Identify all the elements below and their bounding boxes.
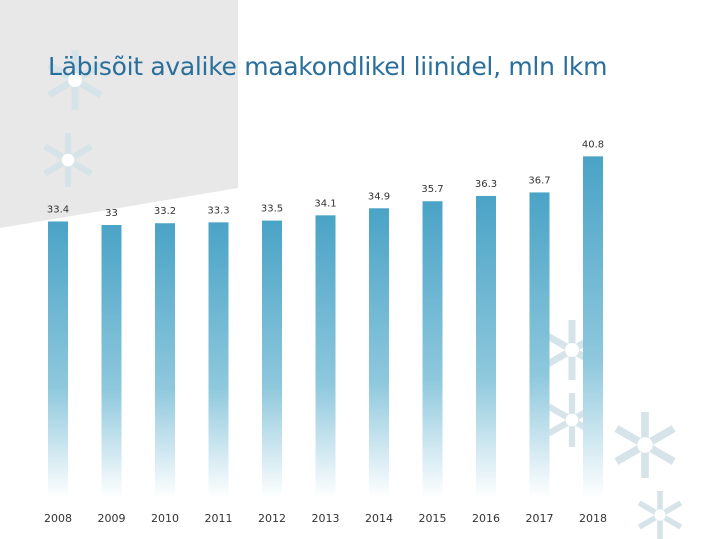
bar-2010 — [155, 223, 175, 499]
category-label: 2016 — [472, 512, 500, 525]
category-label: 2014 — [365, 512, 393, 525]
category-label: 2009 — [98, 512, 126, 525]
category-label: 2012 — [258, 512, 286, 525]
category-labels-group: 2008 2009 2010 2011 2012 2013 2014 2015 2016 2017… — [44, 512, 607, 525]
value-label: 33.5 — [261, 204, 283, 215]
background-panel — [0, 0, 238, 228]
category-label: 2008 — [44, 512, 72, 525]
bar-2013 — [315, 215, 336, 498]
bar-2011 — [208, 222, 229, 499]
value-label: 33.4 — [47, 204, 69, 215]
bar-2017 — [529, 192, 550, 498]
bar-2016 — [476, 195, 496, 498]
value-label: 33.2 — [154, 206, 176, 217]
value-label: 34.1 — [314, 198, 336, 209]
bar-2009 — [101, 225, 122, 498]
value-label: 33.3 — [207, 205, 229, 216]
value-label: 35.7 — [421, 184, 443, 195]
bar-2018 — [583, 156, 603, 499]
value-labels-group: 33.4 33 33.2 33.3 33.5 34.1 34.9 35.7 36.3 36.7 40… — [47, 139, 604, 219]
value-label: 36.3 — [475, 179, 497, 190]
bars-group — [48, 156, 603, 499]
category-label: 2017 — [526, 512, 554, 525]
category-label: 2011 — [205, 512, 233, 525]
value-label: 34.9 — [368, 191, 390, 202]
bar-2014 — [369, 208, 389, 498]
chart-title: Läbisõit avalike maakondlikel liinidel, … — [48, 52, 608, 81]
bar-2008 — [48, 221, 68, 499]
bar-2015 — [422, 201, 443, 499]
value-label: 33 — [105, 208, 118, 219]
category-label: 2015 — [419, 512, 447, 525]
value-label: 40.8 — [582, 139, 604, 150]
bar-2012 — [262, 220, 282, 498]
category-label: 2018 — [579, 512, 607, 525]
value-label: 36.7 — [528, 175, 550, 186]
category-label: 2013 — [312, 512, 340, 525]
category-label: 2010 — [151, 512, 179, 525]
